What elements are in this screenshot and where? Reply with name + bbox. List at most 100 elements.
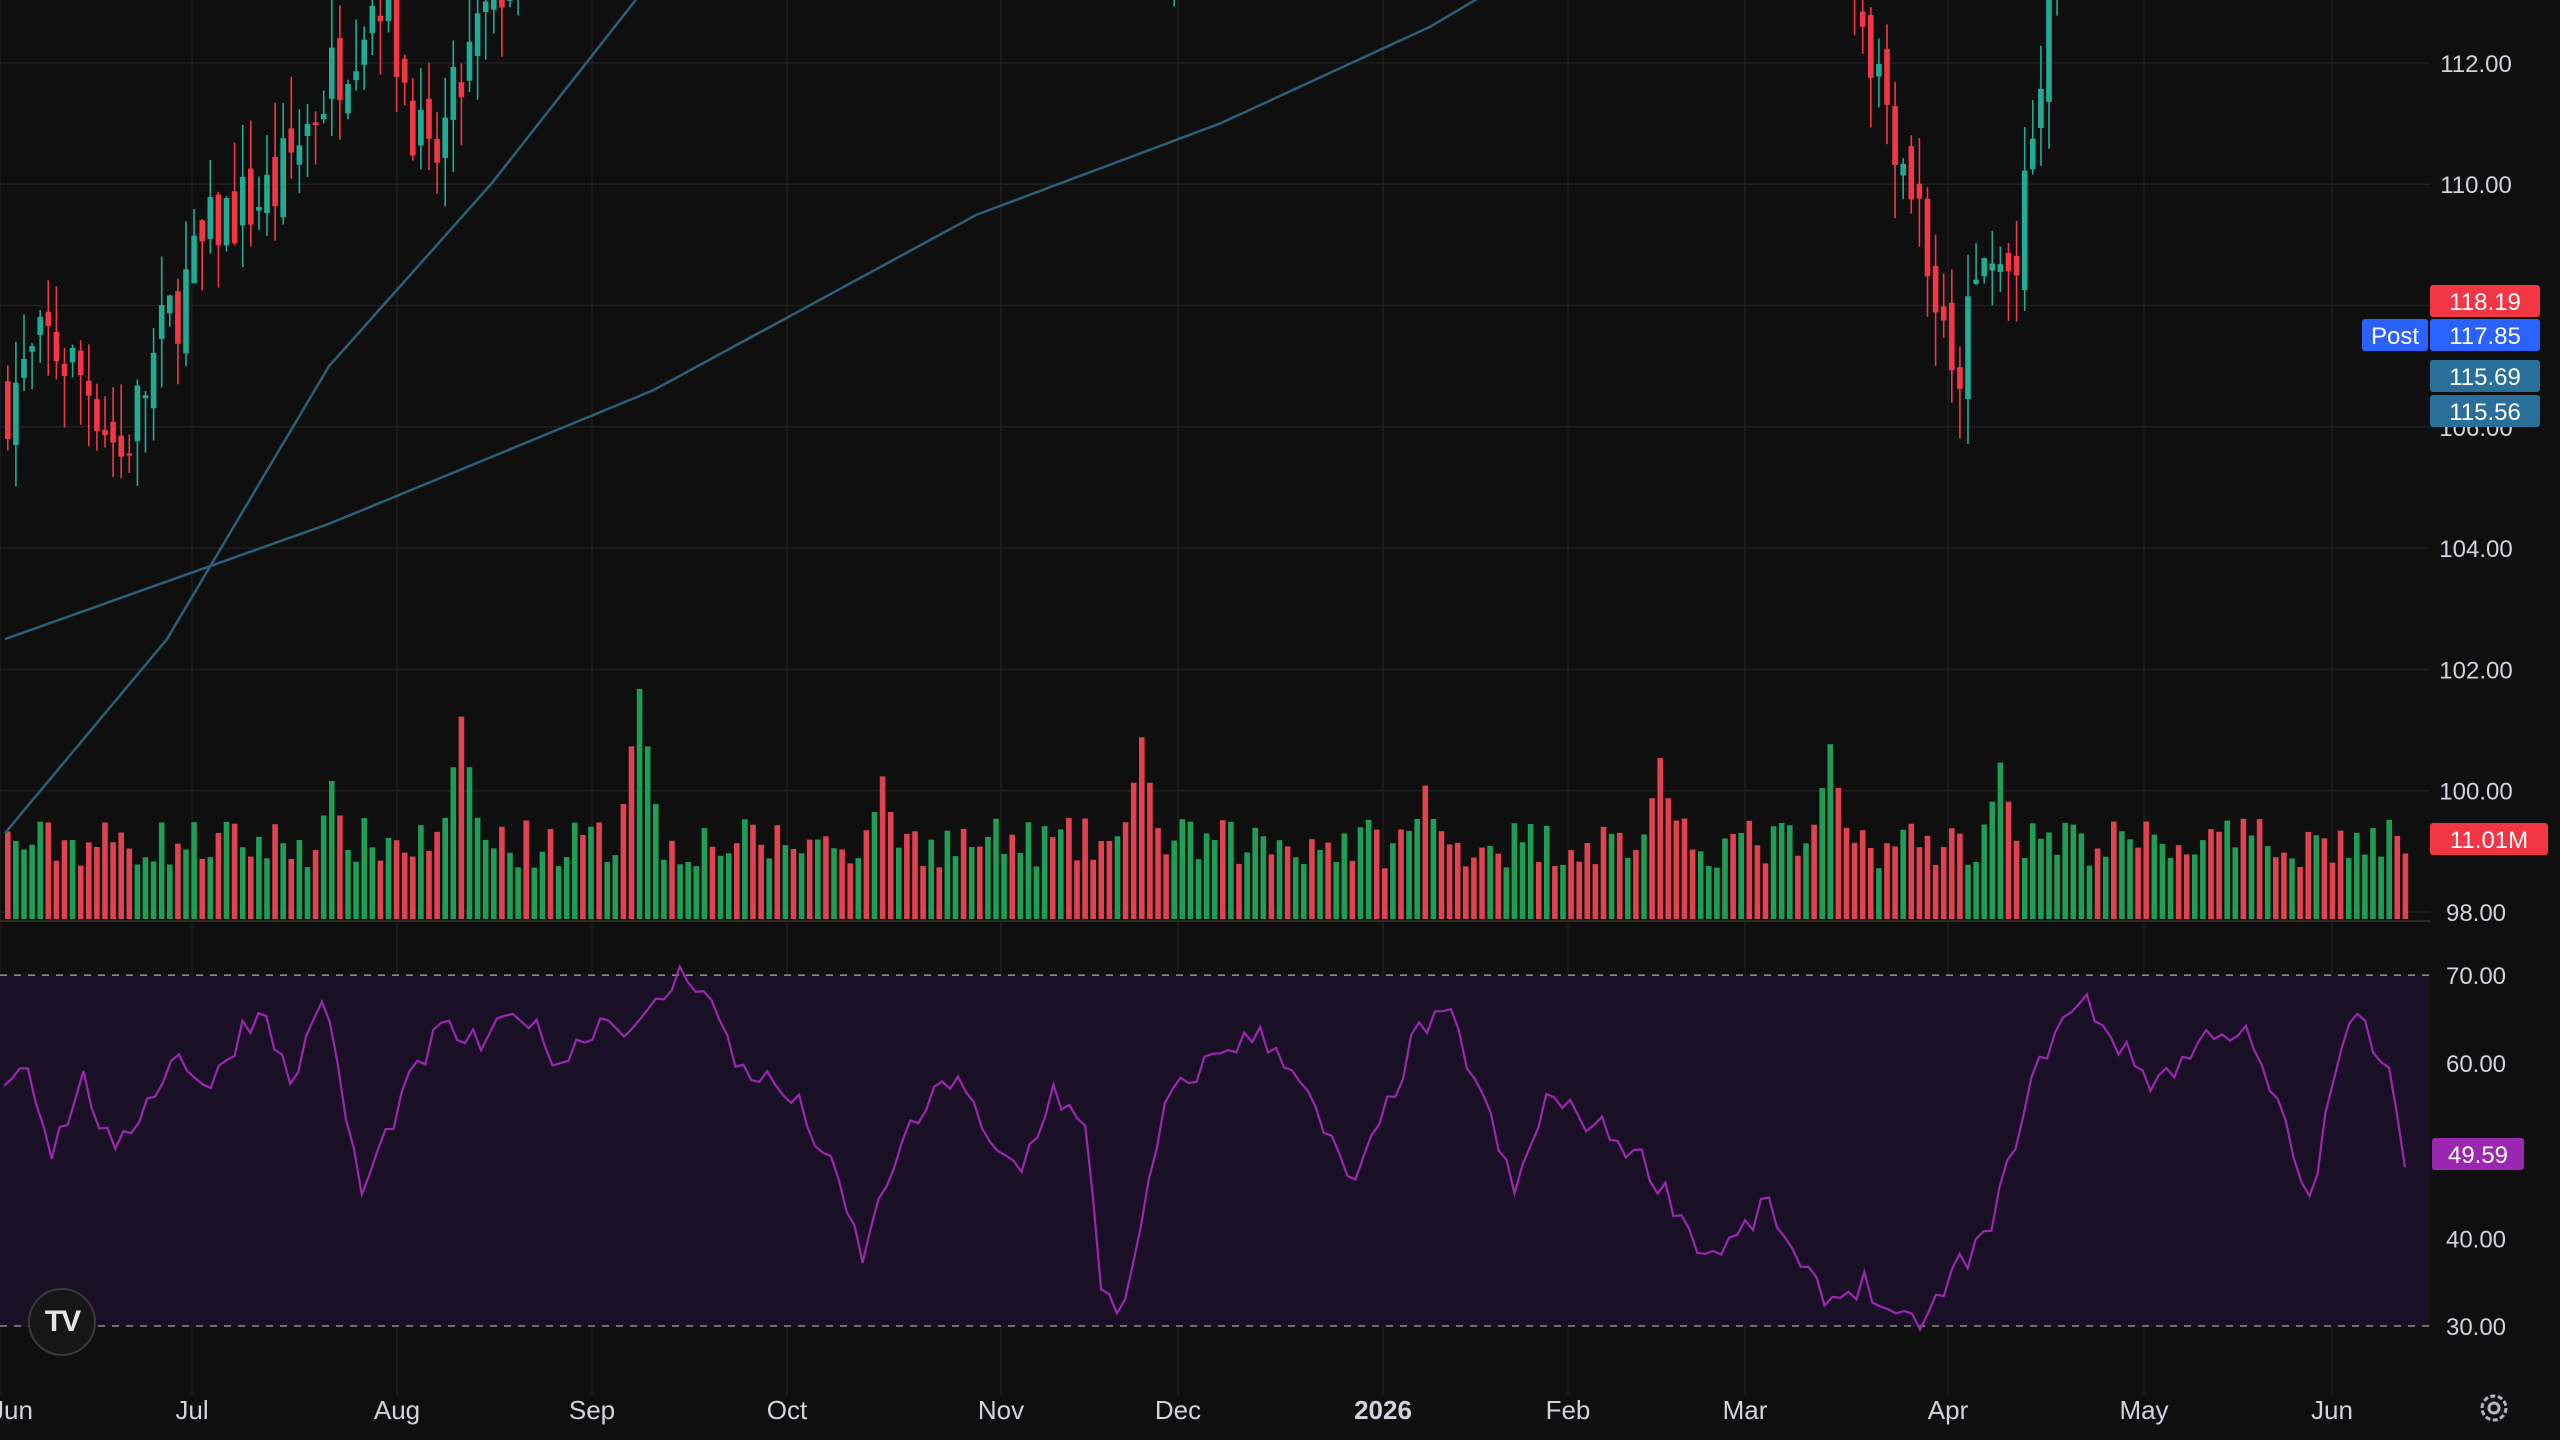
volume-bar — [1884, 843, 1890, 919]
volume-bar — [2256, 819, 2263, 919]
volume-bar — [1981, 824, 1987, 919]
tradingview-logo[interactable]: TV — [28, 1288, 96, 1356]
candle — [126, 434, 133, 474]
candle — [434, 111, 440, 194]
volume-bar — [701, 828, 708, 919]
volume-bar — [1552, 865, 1558, 919]
candle — [507, 0, 513, 8]
price-tick-label: 104.00 — [2439, 536, 2512, 563]
candle — [183, 221, 189, 367]
candle — [1916, 138, 1923, 247]
volume-bar — [1301, 864, 1307, 919]
candle — [118, 384, 124, 479]
volume-bar — [2078, 833, 2085, 919]
candle — [215, 191, 222, 288]
gear-icon[interactable] — [2476, 1390, 2512, 1426]
volume-bar — [134, 864, 141, 919]
candle-body — [126, 453, 133, 456]
candle — [2030, 100, 2036, 175]
volume-bar — [977, 846, 983, 919]
candle-body — [474, 13, 481, 57]
volume-bar — [1965, 864, 1971, 919]
candlesticks — [5, 0, 2058, 487]
volume-bar — [968, 847, 975, 919]
time-axis[interactable]: Jun Jul Aug Sep Oct Nov Dec 2026 Feb Mar Apr May Jun — [0, 1395, 2353, 1425]
volume-bar — [1600, 826, 1607, 919]
volume-bar — [1163, 854, 1169, 919]
candle-body — [2038, 88, 2044, 128]
volume-bar — [426, 850, 432, 919]
volume-bar — [1511, 823, 1518, 919]
volume-bar — [2094, 848, 2101, 919]
time-tick-label: Apr — [1928, 1395, 1969, 1425]
candle-body — [482, 1, 489, 12]
time-tick-label: Jul — [175, 1395, 208, 1425]
rsi-badge: 49.59 — [2432, 1138, 2524, 1170]
volume-bar — [831, 848, 837, 919]
candle — [442, 77, 448, 207]
candle-body — [329, 47, 335, 99]
time-tick-label: May — [2119, 1395, 2168, 1425]
candle-body — [345, 84, 351, 114]
volume-bar — [158, 822, 165, 919]
candle-body — [118, 435, 124, 457]
volume-bar — [2159, 843, 2166, 919]
volume-bar — [2208, 829, 2214, 919]
candle-body — [1973, 279, 1979, 284]
candle-body — [458, 82, 465, 98]
volume-bar — [150, 861, 157, 919]
candle-body — [207, 196, 214, 239]
candle-body — [401, 58, 408, 83]
candle — [410, 78, 416, 161]
volume-bar — [2030, 823, 2036, 919]
candle — [1932, 234, 1939, 366]
volume-bar — [1957, 833, 1963, 919]
volume-bar — [2248, 835, 2255, 919]
volume-bar — [2240, 818, 2247, 919]
price-tick-label: 110.00 — [2440, 172, 2512, 199]
volume-bar — [2281, 852, 2287, 919]
volume-bar — [1106, 840, 1113, 919]
volume-bar — [2046, 832, 2052, 919]
time-tick-label: Dec — [1155, 1395, 1201, 1425]
volume-bar — [5, 831, 11, 919]
candle-body — [2030, 138, 2036, 170]
candle — [296, 109, 303, 194]
volume-bars — [5, 689, 2409, 919]
volume-bar — [1203, 833, 1210, 919]
volume-bar — [1430, 818, 1437, 919]
volume-bar — [693, 866, 700, 919]
volume-bar — [1754, 845, 1761, 919]
candle — [102, 396, 108, 448]
volume-bar — [1681, 818, 1688, 919]
volume-bar — [223, 821, 230, 919]
candle — [272, 102, 278, 241]
candle-body — [1900, 163, 1906, 176]
volume-bar — [1608, 833, 1615, 919]
volume-bar — [142, 857, 149, 919]
candle — [167, 294, 173, 327]
volume-bar — [742, 819, 748, 919]
candle-body — [158, 305, 165, 339]
volume-bar — [2378, 856, 2384, 919]
volume-bar — [1892, 846, 1898, 919]
volume-bar — [1592, 864, 1599, 919]
ma-fast-line — [4, 0, 638, 835]
volume-bar — [288, 858, 295, 919]
candle — [1859, 0, 1866, 54]
candle-body — [1989, 263, 1996, 271]
time-tick-label: Aug — [374, 1395, 420, 1425]
volume-bar — [499, 826, 505, 919]
candle-body — [353, 71, 359, 81]
volume-bar — [474, 817, 481, 919]
volume-bar — [920, 866, 926, 919]
volume-bar — [410, 856, 416, 919]
volume-bar — [1924, 835, 1931, 919]
candle-body — [361, 39, 367, 65]
volume-bar — [669, 840, 675, 919]
volume-bar — [2362, 854, 2368, 919]
volume-bar — [2345, 858, 2352, 919]
volume-bar — [1317, 849, 1323, 919]
volume-bar — [191, 822, 197, 919]
